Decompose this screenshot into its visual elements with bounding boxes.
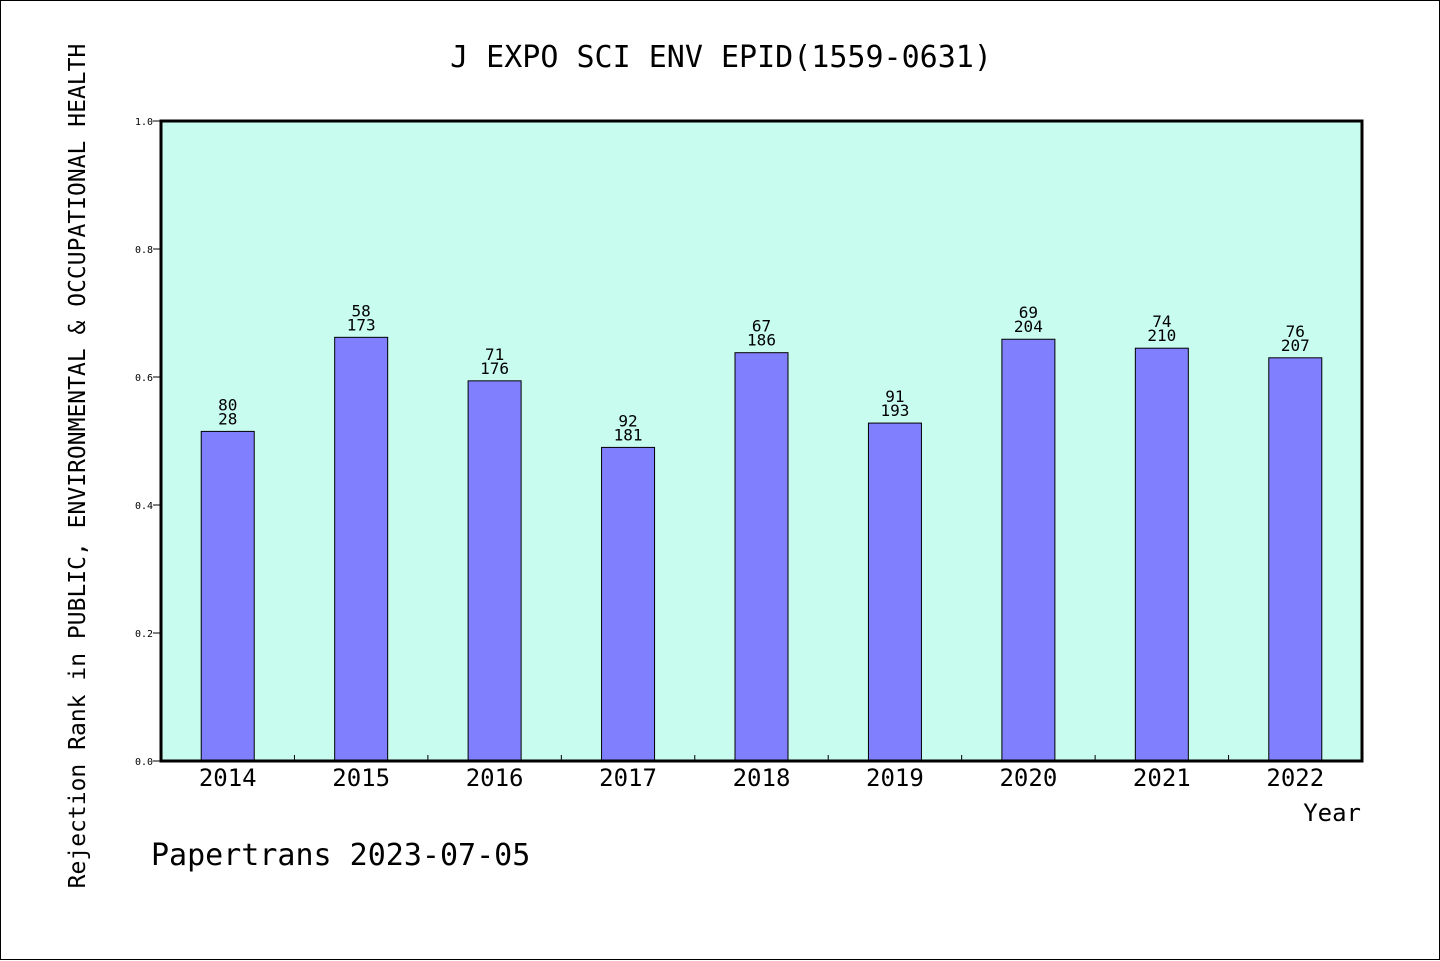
bar-2015 [334, 336, 389, 762]
bar-label-top: 74 [1152, 312, 1171, 331]
y-tick-label: 0.2 [135, 629, 153, 640]
bars-group [200, 336, 1323, 762]
bar-label-bottom: 176 [480, 359, 509, 378]
y-tick-label: 0.6 [135, 373, 153, 384]
bar-2014 [200, 430, 255, 762]
footer-text: Papertrans 2023-07-05 [151, 838, 530, 873]
x-axis-label: Year [1303, 799, 1361, 827]
plot-frame [159, 119, 1364, 763]
bar-label-bottom: 186 [747, 331, 776, 350]
x-tick-label: 2019 [866, 764, 924, 792]
bar-label-top: 80 [218, 395, 237, 414]
bar-2017 [601, 446, 656, 762]
bar-2022 [1268, 357, 1323, 762]
x-tick-label: 2022 [1266, 764, 1324, 792]
x-tick-label: 2017 [599, 764, 657, 792]
bar-label-bottom: 204 [1014, 317, 1043, 336]
bar-label-top: 76 [1286, 322, 1305, 341]
bar-label-bottom: 207 [1281, 336, 1310, 355]
bar-label-top: 69 [1019, 303, 1038, 322]
y-axis: 0.0 0.2 0.4 0.6 0.8 1.0 [135, 117, 161, 768]
bar-2018 [734, 352, 789, 762]
chart-title: J EXPO SCI ENV EPID(1559-0631) [450, 40, 992, 75]
x-tick-label: 2021 [1133, 764, 1191, 792]
bar-label-bottom: 193 [880, 401, 909, 420]
x-tick-label: 2018 [733, 764, 791, 792]
x-tick-label: 2015 [332, 764, 390, 792]
bar-label-top: 91 [885, 387, 904, 406]
y-tick-label: 0.8 [135, 245, 153, 256]
bar-2016 [467, 380, 522, 762]
bar-2021 [1134, 347, 1189, 762]
bar-label-top: 58 [352, 301, 371, 320]
bar-label-bottom: 181 [614, 425, 643, 444]
x-axis: 2014 2015 2016 2017 2018 2019 2020 2021 2022 [199, 755, 1324, 792]
y-tick-label: 1.0 [135, 117, 153, 128]
y-tick-label: 0.4 [135, 501, 153, 512]
x-tick-label: 2020 [999, 764, 1057, 792]
x-tick-label: 2014 [199, 764, 257, 792]
bar-2020 [1001, 338, 1056, 762]
bar-label-bottom: 210 [1147, 326, 1176, 345]
bar-label-top: 92 [618, 411, 637, 430]
bar-label-top: 71 [485, 345, 504, 364]
bar-label-bottom: 173 [347, 315, 376, 334]
bar-2019 [867, 422, 922, 762]
x-tick-label: 2016 [466, 764, 524, 792]
y-axis-label: Rejection Rank in PUBLIC, ENVIRONMENTAL … [65, 44, 91, 889]
bar-label-bottom: 28 [218, 409, 237, 428]
bar-label-top: 67 [752, 317, 771, 336]
y-tick-label: 0.0 [135, 757, 153, 768]
